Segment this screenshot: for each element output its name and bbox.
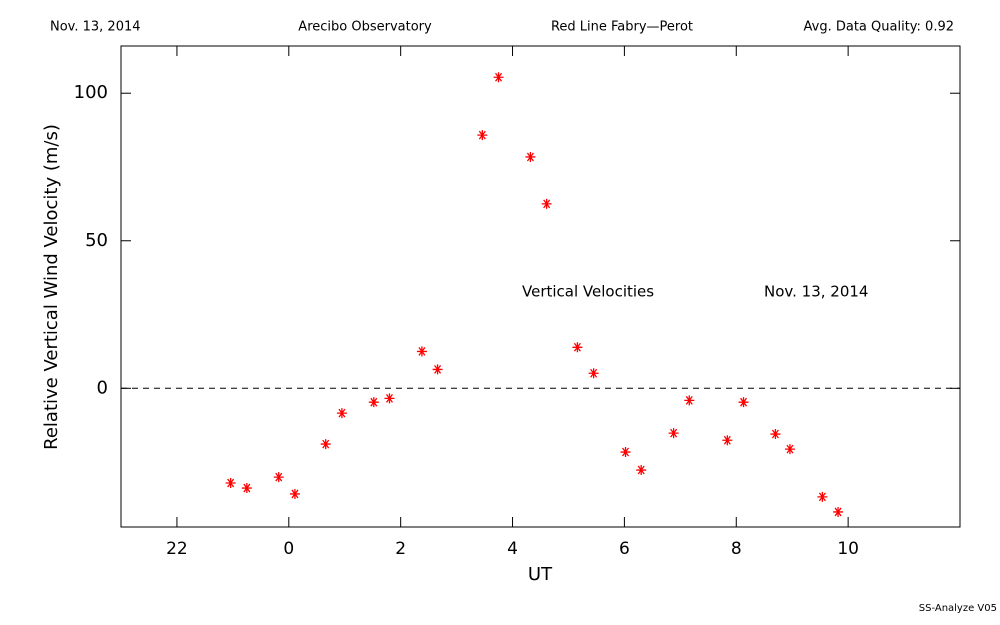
data-point (416, 346, 427, 357)
data-point (833, 506, 844, 517)
data-point (320, 439, 331, 450)
data-point (668, 428, 679, 439)
data-point (784, 444, 795, 455)
header-site: Arecibo Observatory (298, 20, 432, 35)
footer: SS-Analyze V05 (919, 603, 997, 614)
data-point (336, 408, 347, 419)
y-tick-label: 0 (97, 377, 108, 398)
x-tick-label: 10 (837, 539, 859, 559)
annotation: Vertical Velocities (522, 283, 654, 301)
data-point (289, 488, 300, 499)
data-point (541, 198, 552, 209)
data-point (384, 393, 395, 404)
data-point (525, 151, 536, 162)
data-point (770, 429, 781, 440)
data-point (572, 342, 583, 353)
data-point (241, 483, 252, 494)
header-quality: Avg. Data Quality: 0.92 (804, 20, 954, 35)
x-tick-label: 22 (166, 539, 188, 559)
x-tick-label: 0 (283, 539, 294, 559)
data-point (477, 130, 488, 141)
y-tick-label: 100 (74, 82, 108, 103)
y-axis-label: Relative Vertical Wind Velocity (m/s) (41, 124, 62, 450)
header-date: Nov. 13, 2014 (50, 20, 141, 35)
data-point (636, 465, 647, 476)
header-instrument: Red Line Fabry—Perot (551, 20, 693, 35)
data-point (817, 491, 828, 502)
x-tick-label: 4 (507, 539, 518, 559)
y-tick-label: 50 (85, 230, 108, 251)
data-point (273, 472, 284, 483)
data-point (368, 397, 379, 408)
x-tick-label: 2 (395, 539, 406, 559)
plot-frame (120, 45, 961, 528)
data-point (432, 364, 443, 375)
data-point (588, 368, 599, 379)
data-point (738, 397, 749, 408)
data-point (722, 435, 733, 446)
data-point (493, 72, 504, 83)
annotation: Nov. 13, 2014 (764, 283, 868, 301)
x-tick-label: 8 (731, 539, 742, 559)
x-axis-label: UT (528, 564, 553, 585)
x-tick-label: 6 (619, 539, 630, 559)
data-point (225, 478, 236, 489)
data-point (684, 395, 695, 406)
data-point (620, 447, 631, 458)
